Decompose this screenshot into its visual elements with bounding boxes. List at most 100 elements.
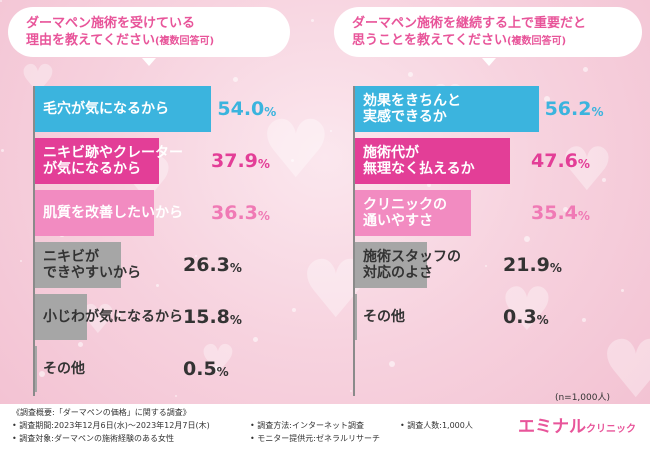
bar-row: 施術スタッフの 対応のよさ 21.9% (353, 242, 643, 288)
sparkle-decoration (195, 255, 197, 257)
question-1-note: (複数回答可) (154, 35, 215, 47)
question-2-pointer (482, 58, 496, 66)
value-label: 26.3% (183, 242, 242, 288)
question-2-note: (複数回答可) (506, 35, 567, 47)
bar-row: 肌質を改善したいから 36.3% (33, 190, 323, 236)
chart-axis (33, 86, 35, 396)
value-unit: % (257, 208, 270, 223)
survey-summary: 《調査概要:「ダーマペンの価格」に関する調査》 (12, 408, 191, 417)
category-label: 毛穴が気になるから (43, 101, 169, 117)
sparkle-decoration (117, 313, 121, 317)
sparkle-decoration (427, 183, 431, 187)
value-number: 0.5 (183, 358, 217, 380)
sparkle-decoration (485, 265, 487, 267)
bar-row: 小じわが気になるから 15.8% (33, 294, 323, 340)
category-label: 施術代が 無理なく払えるか (363, 145, 475, 177)
bar (35, 242, 121, 288)
category-label: その他 (43, 361, 85, 377)
sparkle-decoration (20, 260, 22, 262)
survey-footer: 《調査概要:「ダーマペンの価格」に関する調査》 • 調査期間:2023年12月6… (0, 404, 650, 450)
logo-main: エミナル (518, 417, 586, 437)
heart-decoration: ♥ (500, 275, 554, 345)
category-label: 肌質を改善したいから (43, 205, 183, 221)
sample-size-note: (n=1,000人) (554, 393, 610, 403)
chart-axis (353, 86, 355, 396)
value-number: 15.8 (183, 306, 230, 328)
sparkle-decoration (39, 371, 45, 377)
value-label: 56.2% (545, 86, 604, 132)
heart-decoration: ♥ (600, 323, 650, 416)
bar (35, 346, 37, 392)
sparkle-decoration (0, 0, 2, 2)
value-label: 15.8% (183, 294, 242, 340)
sparkle-decoration (292, 308, 296, 312)
survey-period: • 調査期間:2023年12月6日(水)～2023年12月7日(木) (12, 421, 210, 430)
sparkle-decoration (389, 361, 395, 367)
value-label: 0.5% (183, 346, 229, 392)
clinic-logo: エミナルクリニック (518, 412, 636, 437)
survey-count: • 調査人数:1,000人 (400, 421, 473, 430)
bar-row: その他 0.3% (353, 294, 643, 340)
sparkle-decoration (214, 366, 220, 372)
category-label: その他 (363, 309, 405, 325)
value-number: 26.3 (183, 254, 230, 276)
sparkle-decoration (544, 96, 550, 102)
value-number: 37.9 (211, 150, 258, 172)
value-label: 35.4% (531, 190, 590, 236)
category-label: ニキビが できやすいから (43, 249, 141, 281)
bar (355, 294, 357, 340)
category-label: 施術スタッフの 対応のよさ (363, 249, 461, 281)
heart-decoration: ♥ (260, 103, 332, 196)
question-2-line2: 思うことを教えてください (352, 32, 507, 48)
value-label: 0.3% (503, 294, 549, 340)
category-label: ニキビ跡やクレーター が気になるから (43, 145, 183, 177)
value-label: 21.9% (503, 242, 562, 288)
logo-sub: クリニック (586, 424, 636, 435)
heart-decoration: ♥ (200, 337, 236, 383)
sparkle-decoration (253, 337, 258, 342)
sparkle-decoration (233, 77, 238, 82)
category-label: クリニックの 通いやすさ (363, 197, 447, 229)
value-number: 47.6 (531, 150, 578, 172)
bar (35, 190, 154, 236)
bar-chart-reasons: 毛穴が気になるから 54.0% ニキビ跡やクレーター が気になるから 37.9% 肌質を改… (33, 86, 323, 396)
value-unit: % (229, 260, 242, 275)
sparkle-decoration (156, 284, 159, 287)
value-unit: % (549, 260, 562, 275)
bar (355, 190, 471, 236)
bar-row: 効果をきちんと 実感できるか 56.2% (353, 86, 643, 132)
sparkle-decoration (291, 159, 294, 162)
value-unit: % (536, 312, 549, 327)
sparkle-decoration (350, 390, 352, 392)
sparkle-decoration (1, 149, 4, 152)
sparkle-decoration (602, 178, 606, 182)
question-2-line1: ダーマペン施術を継続する上で重要だと (352, 15, 587, 31)
question-1-line1: ダーマペン施術を受けている (26, 15, 196, 31)
bar-row: 施術代が 無理なく払えるか 47.6% (353, 138, 643, 184)
value-unit: % (264, 104, 277, 119)
bar-row: その他 0.5% (33, 346, 323, 392)
sparkle-decoration (583, 67, 588, 72)
question-1-box: ダーマペン施術を受けている 理由を教えてください(複数回答可) (8, 7, 290, 57)
bar-row: ニキビが できやすいから 26.3% (33, 242, 323, 288)
survey-monitor: • モニター提供元:ゼネラルリサーチ (250, 434, 380, 443)
heart-decoration: ♥ (560, 135, 614, 205)
sparkle-decoration (175, 395, 177, 397)
bar (35, 294, 87, 340)
bar-row: クリニックの 通いやすさ 35.4% (353, 190, 643, 236)
sparkle-decoration (408, 72, 413, 77)
sparkle-decoration (330, 130, 332, 132)
value-number: 35.4 (531, 202, 578, 224)
value-unit: % (257, 156, 270, 171)
survey-method: • 調査方法:インターネット調査 (250, 421, 364, 430)
bar-chart-important-factors: 効果をきちんと 実感できるか 56.2% 施術代が 無理なく払えるか 47.6% クリニック… (353, 86, 643, 396)
value-label: 37.9% (211, 138, 270, 184)
sparkle-decoration (311, 19, 314, 22)
question-1-line2: 理由を教えてください (26, 32, 155, 48)
question-1-pointer (142, 58, 156, 66)
value-unit: % (577, 156, 590, 171)
value-number: 54.0 (217, 98, 265, 120)
value-unit: % (591, 104, 604, 119)
sparkle-decoration (621, 289, 624, 292)
